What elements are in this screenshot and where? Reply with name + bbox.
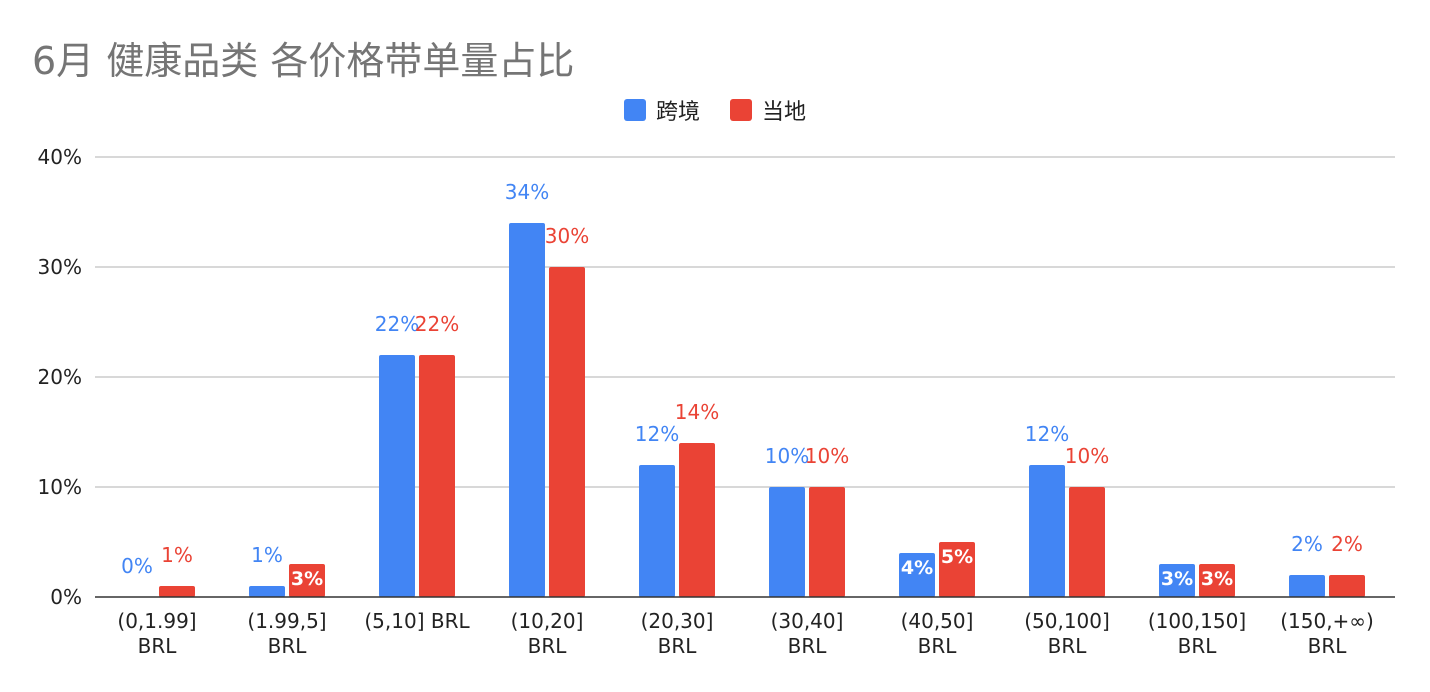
x-category-label: (100,150] (1148, 609, 1246, 633)
bar-series-2[interactable] (679, 443, 715, 597)
data-labels: 0% 1% 1%3%22%22%34%30%12%14%10%10%4% 5%12%1… (121, 180, 1363, 590)
legend-swatch-series-1 (623, 99, 646, 121)
x-category-label: BRL (788, 634, 828, 658)
x-category-label: (0,1.99] (117, 609, 196, 633)
x-category-label: (50,100] (1024, 609, 1110, 633)
legend: 跨境 当地 (0, 94, 1430, 126)
data-label-series-1: 4% (901, 557, 933, 579)
data-label-series-1: 12% (635, 422, 679, 446)
x-category-label: BRL (138, 634, 178, 658)
data-label-series-2: 5% (941, 546, 973, 568)
x-category-label: BRL (528, 634, 568, 658)
data-label-series-1: 12% (1025, 422, 1069, 446)
x-category-label: BRL (1308, 634, 1348, 658)
x-category-label: BRL (268, 634, 308, 658)
bar-series-1[interactable] (1289, 575, 1325, 597)
legend-item-series-2[interactable]: 当地 (730, 94, 806, 126)
y-tick-label: 0% (50, 585, 82, 609)
data-label-series-1: 3% (1161, 568, 1193, 590)
bar-series-2[interactable] (159, 586, 195, 597)
x-axis-category-labels: (0,1.99]BRL(1.99,5]BRL(5,10] BRL (10,20]B… (117, 609, 1373, 658)
data-label-series-2: 10% (805, 444, 849, 468)
data-label-series-1: 1% (251, 543, 283, 567)
bar-series-1[interactable] (769, 487, 805, 597)
data-label-series-1: 22% (375, 312, 419, 336)
data-label-series-1: 34% (505, 180, 549, 204)
data-label-series-2: 3% (1201, 568, 1233, 590)
y-axis-tick-labels: 0% 10% 20% 30% 40% (38, 145, 82, 609)
x-category-label: (5,10] BRL (364, 609, 470, 633)
bars (159, 223, 1365, 597)
bar-series-2[interactable] (419, 355, 455, 597)
x-category-label: (1.99,5] (247, 609, 326, 633)
y-tick-label: 10% (38, 475, 82, 499)
gridlines (95, 156, 1395, 488)
x-category-label: (10,20] (511, 609, 584, 633)
x-category-label: BRL (1178, 634, 1218, 658)
data-label-series-1: 10% (765, 444, 809, 468)
data-label-series-2: 1% (161, 543, 193, 567)
data-label-series-2: 3% (291, 568, 323, 590)
x-category-label: BRL (658, 634, 698, 658)
bar-series-2[interactable] (939, 542, 975, 597)
y-tick-label: 30% (38, 255, 82, 279)
data-label-series-2: 22% (415, 312, 459, 336)
legend-label-series-1: 跨境 (655, 100, 700, 125)
y-tick-label: 20% (38, 365, 82, 389)
data-label-series-1: 2% (1291, 532, 1323, 556)
bar-series-1[interactable] (639, 465, 675, 597)
data-label-series-2: 2% (1331, 532, 1363, 556)
bar-series-1[interactable] (899, 553, 935, 597)
bar-series-1[interactable] (1159, 564, 1195, 597)
x-category-label: (20,30] (641, 609, 714, 633)
x-category-label: (150,+∞) (1280, 609, 1374, 633)
bar-series-1[interactable] (379, 355, 415, 597)
data-label-series-1: 0% (121, 554, 153, 578)
bar-series-1[interactable] (509, 223, 545, 597)
bar-series-2[interactable] (289, 564, 325, 597)
bar-series-1[interactable] (249, 586, 285, 597)
x-category-label: (30,40] (771, 609, 844, 633)
bar-series-2[interactable] (1329, 575, 1365, 597)
data-label-series-2: 14% (675, 400, 719, 424)
bar-series-2[interactable] (549, 267, 585, 597)
x-category-label: BRL (1048, 634, 1088, 658)
data-label-series-2: 10% (1065, 444, 1109, 468)
bar-series-2[interactable] (1069, 487, 1105, 597)
x-category-label: (40,50] (901, 609, 974, 633)
legend-swatch-series-2 (730, 99, 752, 121)
bar-series-2[interactable] (809, 487, 845, 597)
chart-title: 6月 健康品类 各价格带单量占比 (32, 39, 575, 83)
y-tick-label: 40% (38, 145, 82, 169)
x-category-label: BRL (918, 634, 958, 658)
bar-series-2[interactable] (1199, 564, 1235, 597)
bar-series-1[interactable] (1029, 465, 1065, 597)
data-label-series-2: 30% (545, 224, 589, 248)
legend-label-series-2: 当地 (762, 100, 807, 125)
legend-item-series-1[interactable]: 跨境 (623, 94, 700, 126)
